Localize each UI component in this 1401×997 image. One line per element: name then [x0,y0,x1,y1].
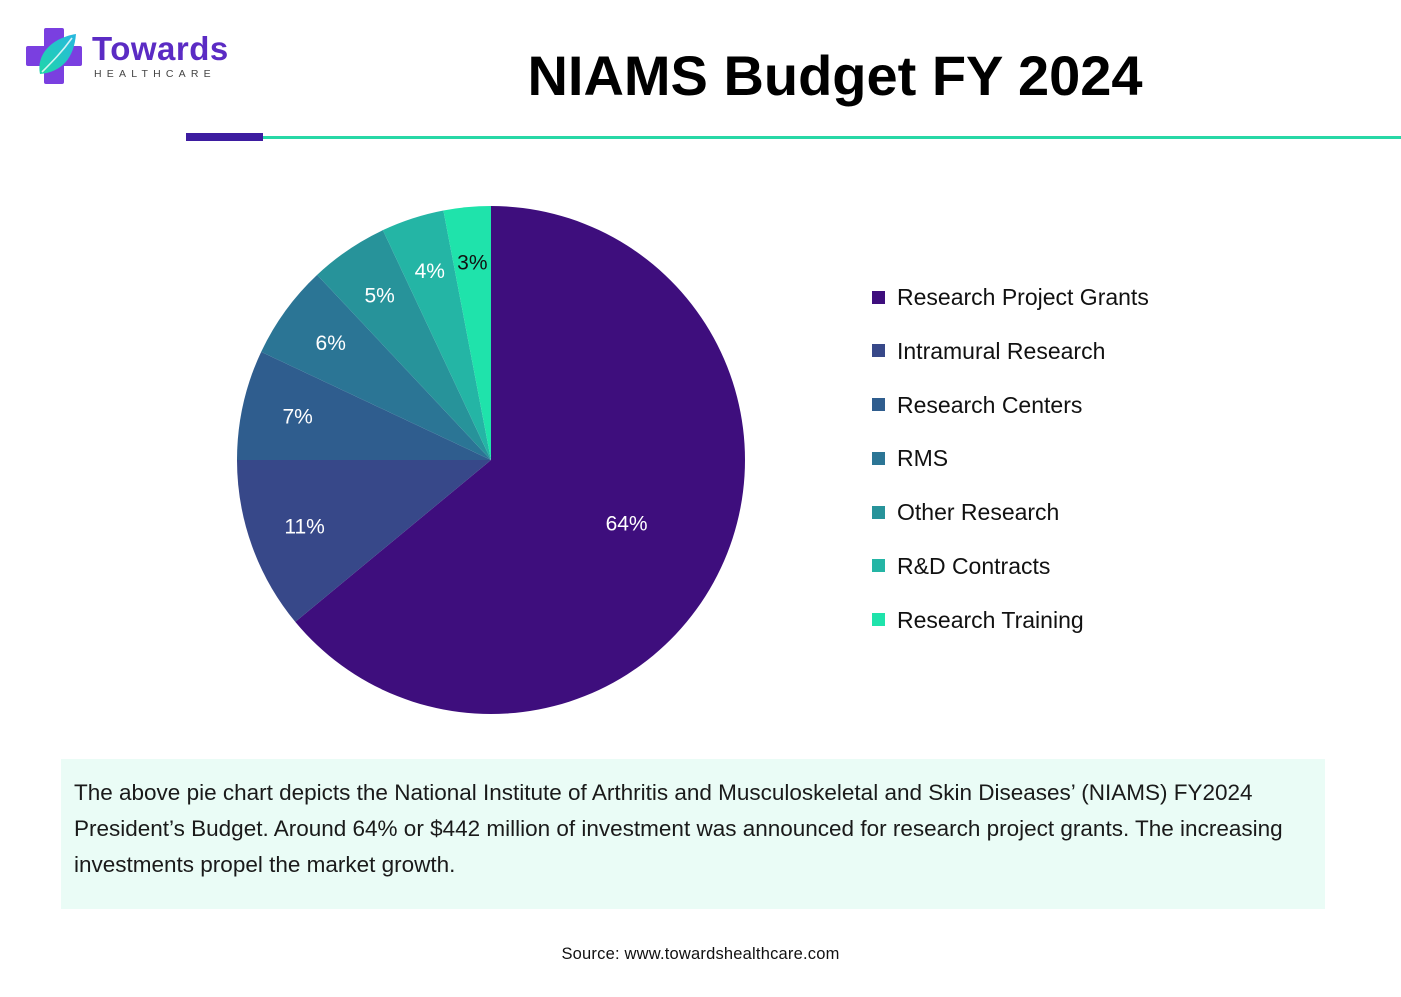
chart-legend: Research Project Grants Intramural Resear… [872,282,1352,659]
source-note: Source: www.towardshealthcare.com [561,945,840,963]
pie-slice-research-project-grants [295,206,745,715]
legend-item-randd-contracts: R&D Contracts [872,551,1352,581]
legend-swatch [872,344,885,358]
legend-label: R&D Contracts [897,552,1051,579]
legend-label: Other Research [897,499,1060,526]
legend-item-research-training: Research Training [872,605,1352,635]
legend-item-research-centers: Research Centers [872,390,1352,420]
pie-label-research-training: 3% [457,251,487,274]
legend-item-research-project-grants: Research Project Grants [872,282,1352,312]
legend-swatch [872,559,885,573]
pie-label-intramural-research: 11% [284,516,324,539]
cross-leaf-icon [26,28,82,84]
legend-label: Intramural Research [897,337,1106,364]
legend-label: RMS [897,445,949,472]
pie-slice-other-research [317,230,491,460]
pie-slice-randd-contracts [382,210,491,460]
pie-slice-rms [261,274,491,460]
pie-label-research-project-grants: 64% [606,512,648,535]
legend-label: Research Centers [897,391,1083,418]
legend-swatch [872,613,885,627]
legend-item-intramural-research: Intramural Research [872,336,1352,366]
pie-chart: 64% 11% 7% 6% 5% 4% 3% [230,200,755,725]
legend-label: Research Training [897,606,1084,633]
pie-label-research-centers: 7% [282,405,312,428]
title-rule-accent [186,133,263,141]
legend-swatch [872,290,885,304]
legend-swatch [872,505,885,519]
brand-subtitle: HEALTHCARE [94,68,216,80]
pie-label-randd-contracts: 4% [415,260,445,283]
title-rule [263,136,1401,139]
pie-slice-research-centers [237,351,491,460]
legend-item-rms: RMS [872,443,1352,473]
page-title: NIAMS Budget FY 2024 [527,44,1143,107]
pie-slice-research-training [443,206,491,460]
description-text: The above pie chart depicts the National… [74,780,1283,877]
brand-logo: Towards HEALTHCARE [22,24,252,88]
legend-swatch [872,451,885,465]
description-box: The above pie chart depicts the National… [61,759,1325,909]
pie-label-rms: 6% [316,332,346,355]
legend-item-other-research: Other Research [872,497,1352,527]
legend-swatch [872,398,885,412]
pie-slice-intramural-research [237,460,491,622]
brand-name: Towards [92,30,229,67]
legend-label: Research Project Grants [897,284,1149,310]
pie-label-other-research: 5% [364,285,394,308]
